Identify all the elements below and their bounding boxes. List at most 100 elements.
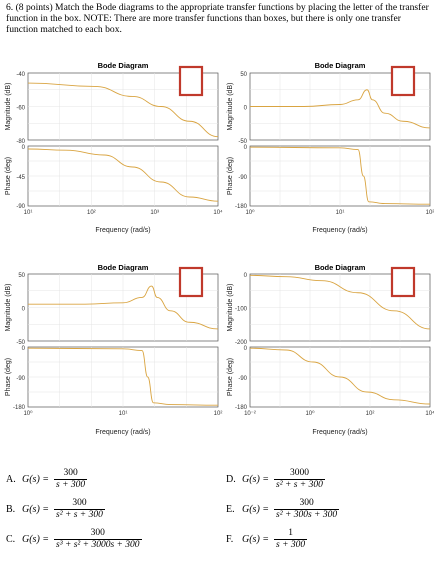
answer-fraction: 1 s + 300 [274, 528, 308, 551]
phase-tick-label: 0 [244, 145, 248, 151]
answer-lhs: G(s) = [22, 534, 50, 545]
x-tick-label: 10¹ [24, 210, 33, 216]
phase-tick-label: -180 [235, 405, 248, 411]
denominator: s³ + s² + 3000s + 300 [54, 539, 142, 550]
x-tick-label: 10² [426, 210, 434, 216]
numerator: 300 [72, 498, 87, 508]
plot-title: Bode Diagram [98, 61, 149, 70]
answer-f: F. G(s) = 1 s + 300 [226, 528, 308, 551]
answer-d: D. G(s) = 3000 s² + s + 300 [226, 468, 325, 491]
answer-a: A. G(s) = 300 s + 300 [6, 468, 88, 491]
answer-lhs: G(s) = [22, 504, 50, 515]
x-tick-label: 10⁻² [244, 411, 256, 417]
x-tick-label: 10² [366, 411, 375, 417]
answer-lhs: G(s) = [242, 504, 270, 515]
x-tick-label: 10⁴ [213, 209, 223, 216]
numerator: 300 [90, 528, 105, 538]
x-tick-label: 10⁴ [425, 410, 434, 417]
mag-tick-label: -200 [235, 340, 248, 346]
denominator: s² + 300s + 300 [274, 509, 340, 520]
numerator: 300 [63, 468, 78, 478]
mag-tick-label: -40 [16, 72, 25, 78]
phase-axis-label: Phase (deg) [5, 157, 12, 195]
numerator: 3000 [289, 468, 309, 478]
phase-tick-label: 0 [22, 145, 26, 151]
phase-tick-label: 0 [244, 346, 248, 352]
answer-e: E. G(s) = 300 s² + 300s + 300 [226, 498, 340, 521]
mag-tick-label: -60 [16, 106, 25, 112]
phase-tick-label: -180 [235, 204, 248, 210]
numerator: 300 [299, 498, 314, 508]
plot-title: Bode Diagram [315, 263, 366, 272]
phase-tick-label: -90 [238, 175, 247, 181]
answer-lhs: G(s) = [242, 534, 270, 545]
phase-tick-label: -45 [16, 175, 25, 181]
phase-tick-label: -90 [238, 376, 247, 382]
answer-box [390, 65, 416, 97]
mag-tick-label: -50 [16, 340, 25, 346]
phase-curve [27, 148, 219, 202]
answer-letter: B. [6, 504, 16, 515]
magnitude-curve [249, 274, 431, 330]
numerator: 1 [288, 528, 293, 538]
plot-title: Bode Diagram [315, 61, 366, 70]
answer-b: B. G(s) = 300 s² + s + 300 [6, 498, 105, 521]
x-axis-label: Frequency (rad/s) [312, 429, 367, 436]
denominator: s + 300 [54, 479, 88, 490]
mag-tick-label: 0 [244, 273, 248, 279]
mag-tick-label: -50 [238, 139, 247, 145]
answer-letter: A. [6, 474, 16, 485]
mag-tick-label: 50 [240, 72, 247, 78]
phase-tick-label: 0 [22, 346, 26, 352]
denominator: s² + s + 300 [54, 509, 105, 520]
answer-box [178, 266, 204, 298]
question-text: 6. (8 points) Match the Bode diagrams to… [6, 2, 429, 36]
answer-fraction: 300 s² + 300s + 300 [274, 498, 340, 521]
phase-tick-label: -90 [16, 376, 25, 382]
x-tick-label: 10¹ [119, 411, 128, 417]
answer-letter: F. [226, 534, 234, 545]
x-tick-label: 10³ [150, 210, 159, 216]
phase-axis-label: Phase (deg) [227, 358, 234, 396]
magnitude-curve [27, 82, 219, 138]
answer-c: C. G(s) = 300 s³ + s² + 3000s + 300 [6, 528, 142, 551]
phase-curve [249, 347, 431, 405]
answer-box [178, 65, 204, 97]
answer-box [390, 266, 416, 298]
mag-tick-label: 0 [244, 106, 248, 112]
magnitude-curve [27, 285, 219, 330]
mag-tick-label: 0 [22, 307, 26, 313]
answer-fraction: 3000 s² + s + 300 [274, 468, 325, 491]
answer-lhs: G(s) = [242, 474, 270, 485]
magnitude-axis-label: Magnitude (dB) [227, 83, 234, 131]
answer-fraction: 300 s + 300 [54, 468, 88, 491]
mag-tick-label: 50 [18, 273, 25, 279]
answer-fraction: 300 s³ + s² + 3000s + 300 [54, 528, 142, 551]
answer-letter: E. [226, 504, 235, 515]
x-tick-label: 10¹ [336, 210, 345, 216]
x-tick-label: 10² [214, 411, 223, 417]
answer-letter: C. [6, 534, 16, 545]
phase-curve [27, 347, 219, 406]
denominator: s² + s + 300 [274, 479, 325, 490]
x-axis-label: Frequency (rad/s) [312, 227, 367, 234]
plot-title: Bode Diagram [98, 263, 149, 272]
x-tick-label: 10² [87, 210, 96, 216]
phase-axis-label: Phase (deg) [227, 157, 234, 195]
answer-lhs: G(s) = [22, 474, 50, 485]
magnitude-axis-label: Magnitude (dB) [5, 83, 12, 131]
answer-fraction: 300 s² + s + 300 [54, 498, 105, 521]
x-tick-label: 10⁰ [23, 410, 33, 417]
denominator: s + 300 [274, 539, 308, 550]
magnitude-axis-label: Magnitude (dB) [227, 284, 234, 332]
mag-tick-label: -80 [16, 139, 25, 145]
phase-axis-label: Phase (deg) [5, 358, 12, 396]
mag-tick-label: -100 [235, 307, 248, 313]
answer-letter: D. [226, 474, 236, 485]
phase-curve [249, 146, 431, 205]
